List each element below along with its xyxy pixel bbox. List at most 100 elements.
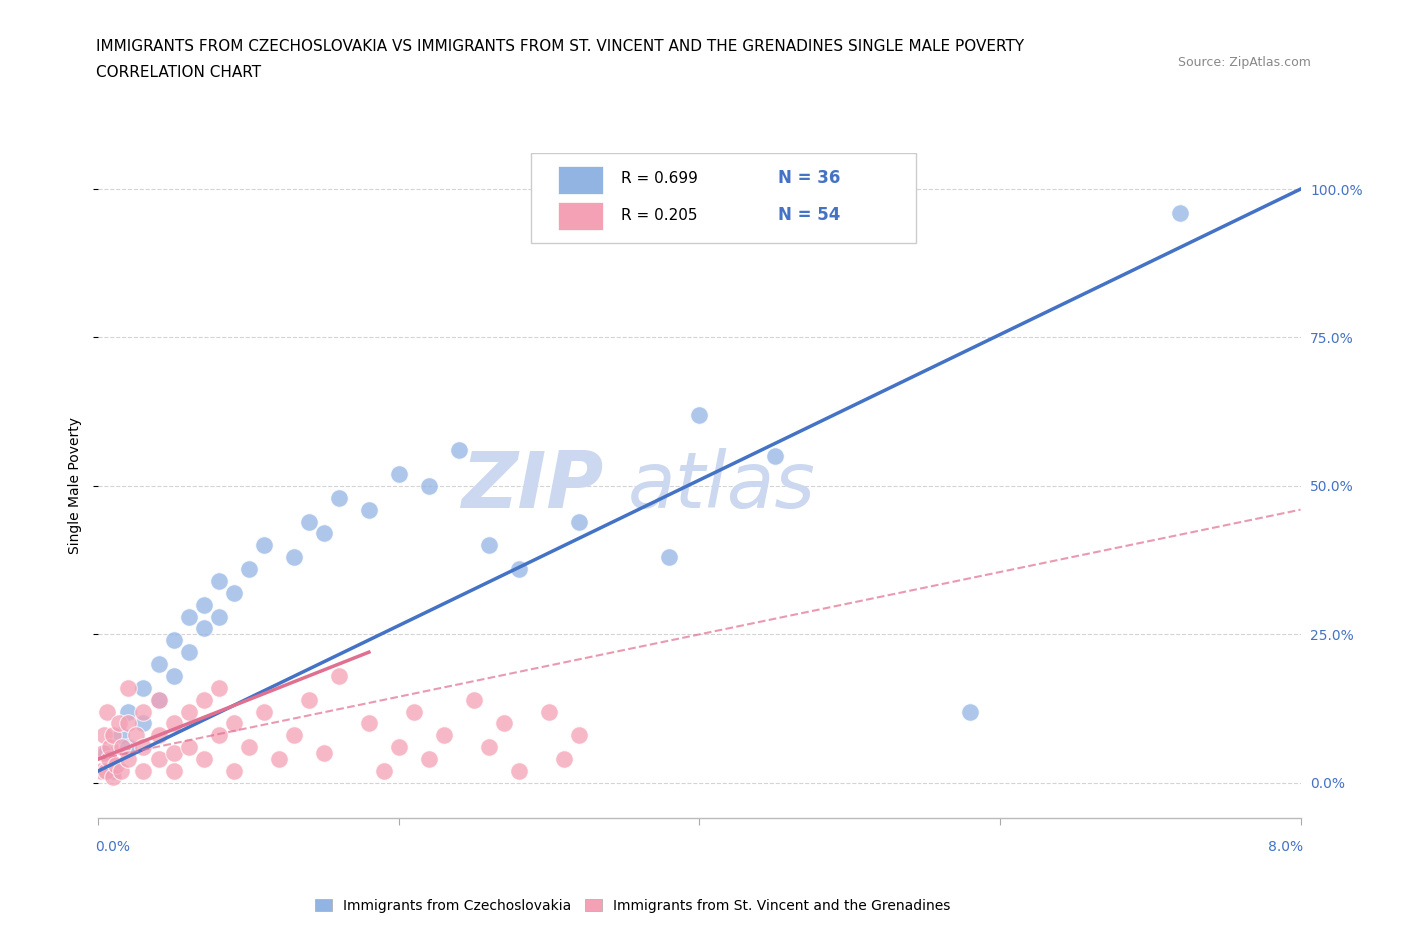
- Point: [494, 716, 516, 731]
- Point: [193, 597, 215, 612]
- Point: [508, 562, 530, 577]
- Point: [132, 681, 155, 696]
- Text: N = 36: N = 36: [778, 169, 839, 188]
- Point: [108, 716, 131, 731]
- Text: ZIP: ZIP: [461, 448, 603, 524]
- Point: [447, 443, 470, 458]
- Point: [103, 728, 125, 743]
- Point: [111, 739, 134, 754]
- Point: [132, 764, 155, 778]
- Point: [148, 751, 170, 766]
- Point: [328, 669, 350, 684]
- Point: [689, 407, 711, 422]
- Point: [177, 704, 200, 719]
- Point: [328, 490, 350, 505]
- Point: [253, 538, 276, 552]
- Text: CORRELATION CHART: CORRELATION CHART: [96, 65, 260, 80]
- Point: [132, 739, 155, 754]
- Point: [148, 692, 170, 707]
- Point: [222, 764, 245, 778]
- Point: [538, 704, 561, 719]
- Point: [94, 746, 117, 761]
- Point: [478, 739, 501, 754]
- Point: [148, 692, 170, 707]
- Point: [110, 728, 132, 743]
- Point: [222, 716, 245, 731]
- Point: [298, 514, 321, 529]
- Point: [148, 728, 170, 743]
- Point: [96, 704, 118, 719]
- Point: [117, 716, 139, 731]
- Point: [267, 751, 290, 766]
- Bar: [558, 202, 603, 230]
- Text: atlas: atlas: [627, 448, 815, 524]
- Y-axis label: Single Male Poverty: Single Male Poverty: [67, 418, 82, 554]
- Point: [553, 751, 575, 766]
- Point: [418, 751, 440, 766]
- Point: [463, 692, 485, 707]
- Point: [93, 728, 115, 743]
- Point: [208, 728, 231, 743]
- Point: [162, 746, 184, 761]
- Point: [148, 657, 170, 671]
- Point: [132, 704, 155, 719]
- Point: [312, 746, 335, 761]
- Point: [238, 562, 260, 577]
- Point: [298, 692, 321, 707]
- Point: [91, 746, 114, 761]
- Point: [193, 751, 215, 766]
- Point: [117, 704, 139, 719]
- Point: [402, 704, 425, 719]
- Point: [193, 692, 215, 707]
- Point: [959, 704, 981, 719]
- Point: [357, 716, 380, 731]
- Point: [105, 758, 128, 773]
- Point: [222, 585, 245, 600]
- Point: [283, 550, 305, 565]
- Point: [103, 764, 125, 778]
- Point: [117, 681, 139, 696]
- Point: [763, 449, 786, 464]
- Point: [177, 609, 200, 624]
- Point: [100, 739, 122, 754]
- Point: [478, 538, 501, 552]
- Text: R = 0.205: R = 0.205: [621, 207, 697, 222]
- Bar: [558, 166, 603, 193]
- Point: [312, 526, 335, 541]
- Point: [388, 739, 411, 754]
- Text: N = 54: N = 54: [778, 206, 839, 224]
- Point: [97, 751, 120, 766]
- Point: [433, 728, 456, 743]
- Text: Source: ZipAtlas.com: Source: ZipAtlas.com: [1177, 56, 1310, 69]
- Text: R = 0.699: R = 0.699: [621, 171, 699, 186]
- Point: [90, 764, 112, 778]
- Point: [94, 764, 117, 778]
- Legend: Immigrants from Czechoslovakia, Immigrants from St. Vincent and the Grenadines: Immigrants from Czechoslovakia, Immigran…: [309, 894, 956, 919]
- Point: [162, 669, 184, 684]
- Point: [238, 739, 260, 754]
- Point: [125, 728, 148, 743]
- Point: [253, 704, 276, 719]
- Point: [208, 574, 231, 589]
- Text: IMMIGRANTS FROM CZECHOSLOVAKIA VS IMMIGRANTS FROM ST. VINCENT AND THE GRENADINES: IMMIGRANTS FROM CZECHOSLOVAKIA VS IMMIGR…: [96, 39, 1024, 54]
- Point: [418, 479, 440, 494]
- Point: [110, 764, 132, 778]
- Point: [193, 621, 215, 636]
- Text: 8.0%: 8.0%: [1268, 840, 1303, 854]
- Point: [508, 764, 530, 778]
- Point: [162, 764, 184, 778]
- FancyBboxPatch shape: [531, 153, 915, 244]
- Point: [162, 632, 184, 647]
- Point: [1168, 206, 1191, 220]
- Point: [388, 467, 411, 482]
- Point: [658, 550, 681, 565]
- Point: [117, 739, 139, 754]
- Point: [117, 751, 139, 766]
- Point: [103, 769, 125, 784]
- Point: [132, 716, 155, 731]
- Point: [208, 681, 231, 696]
- Point: [283, 728, 305, 743]
- Point: [177, 644, 200, 659]
- Point: [568, 514, 591, 529]
- Text: 0.0%: 0.0%: [96, 840, 131, 854]
